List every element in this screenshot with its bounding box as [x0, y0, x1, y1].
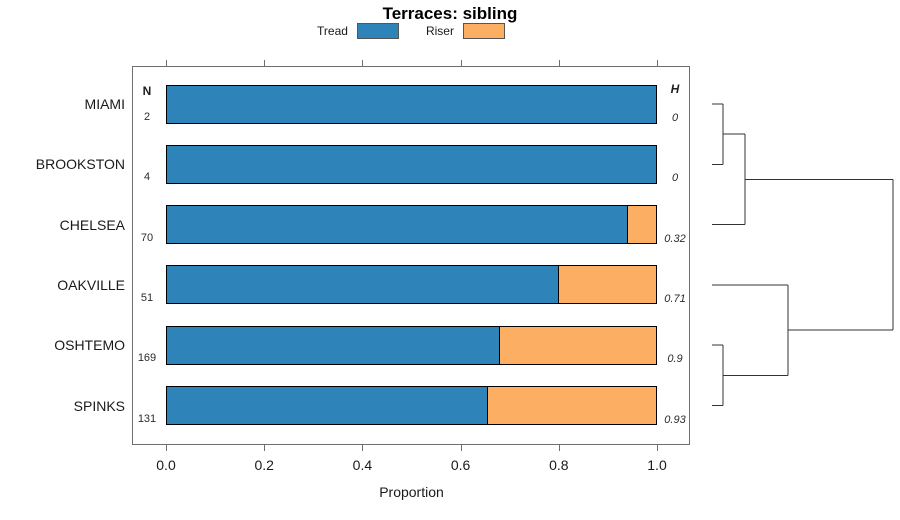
bar-segment-riser [486, 386, 657, 425]
n-value: 4 [143, 171, 151, 184]
legend-swatch-tread [356, 23, 399, 39]
n-value: 131 [137, 412, 157, 425]
legend: Tread Riser [132, 22, 690, 40]
plot-panel [132, 66, 690, 445]
bar-segment-riser [557, 265, 657, 305]
h-value: 0.93 [664, 413, 686, 426]
x-axis-tick-label: 1.0 [647, 457, 667, 473]
x-axis-title: Proportion [379, 484, 444, 500]
legend-item-riser: Riser [426, 23, 505, 39]
legend-label-riser: Riser [425, 24, 454, 38]
x-axis-tick-top [558, 60, 560, 66]
x-axis-tick-bottom [362, 445, 364, 451]
bar-segment-tread [166, 265, 559, 305]
category-label: MIAMI [84, 96, 125, 112]
x-axis-tick-bottom [166, 445, 167, 451]
n-column-header: N [142, 84, 152, 98]
h-column-header: H [670, 82, 680, 96]
category-label: OAKVILLE [57, 276, 125, 293]
n-value: 51 [140, 291, 154, 304]
x-axis-tick-label: 0.4 [352, 457, 373, 473]
n-value: 169 [137, 352, 157, 365]
bar-segment-riser [498, 325, 657, 365]
h-value: 0.32 [664, 232, 686, 245]
h-value: 0 [671, 112, 679, 124]
bar-segment-riser [626, 205, 657, 245]
x-axis-tick-label: 0.2 [254, 457, 274, 473]
n-value: 70 [140, 231, 154, 244]
chart-title: Terraces: sibling [382, 4, 518, 23]
x-axis-tick-top [264, 60, 266, 66]
bar-segment-tread [166, 386, 488, 425]
legend-item-tread: Tread [317, 23, 399, 39]
x-axis-tick-label: 0.0 [156, 457, 176, 473]
x-axis-tick-bottom [460, 445, 462, 451]
category-label: OSHTEMO [54, 337, 125, 354]
category-label: BROOKSTON [35, 156, 125, 173]
legend-label-tread: Tread [317, 24, 348, 38]
x-axis-tick-top [460, 60, 462, 66]
x-axis-tick-top [166, 60, 167, 66]
x-axis-tick-top [657, 60, 658, 66]
n-value: 2 [143, 111, 151, 123]
x-axis-tick-bottom [264, 445, 266, 451]
h-value: 0.71 [664, 292, 686, 305]
x-axis-tick-label: 0.6 [450, 457, 471, 473]
h-value: 0.9 [667, 353, 683, 366]
bar-segment-tread [166, 205, 628, 245]
bar-segment-tread [166, 325, 500, 365]
x-axis-tick-bottom [558, 445, 560, 451]
h-value: 0 [671, 172, 679, 185]
bar-segment-tread [166, 84, 657, 124]
category-label: CHELSEA [59, 216, 125, 233]
x-axis-tick-bottom [657, 445, 658, 451]
bar-segment-tread [166, 144, 657, 184]
category-label: SPINKS [73, 397, 125, 414]
x-axis-tick-label: 0.8 [549, 457, 569, 473]
x-axis-tick-top [362, 60, 364, 66]
legend-swatch-riser [462, 23, 505, 39]
